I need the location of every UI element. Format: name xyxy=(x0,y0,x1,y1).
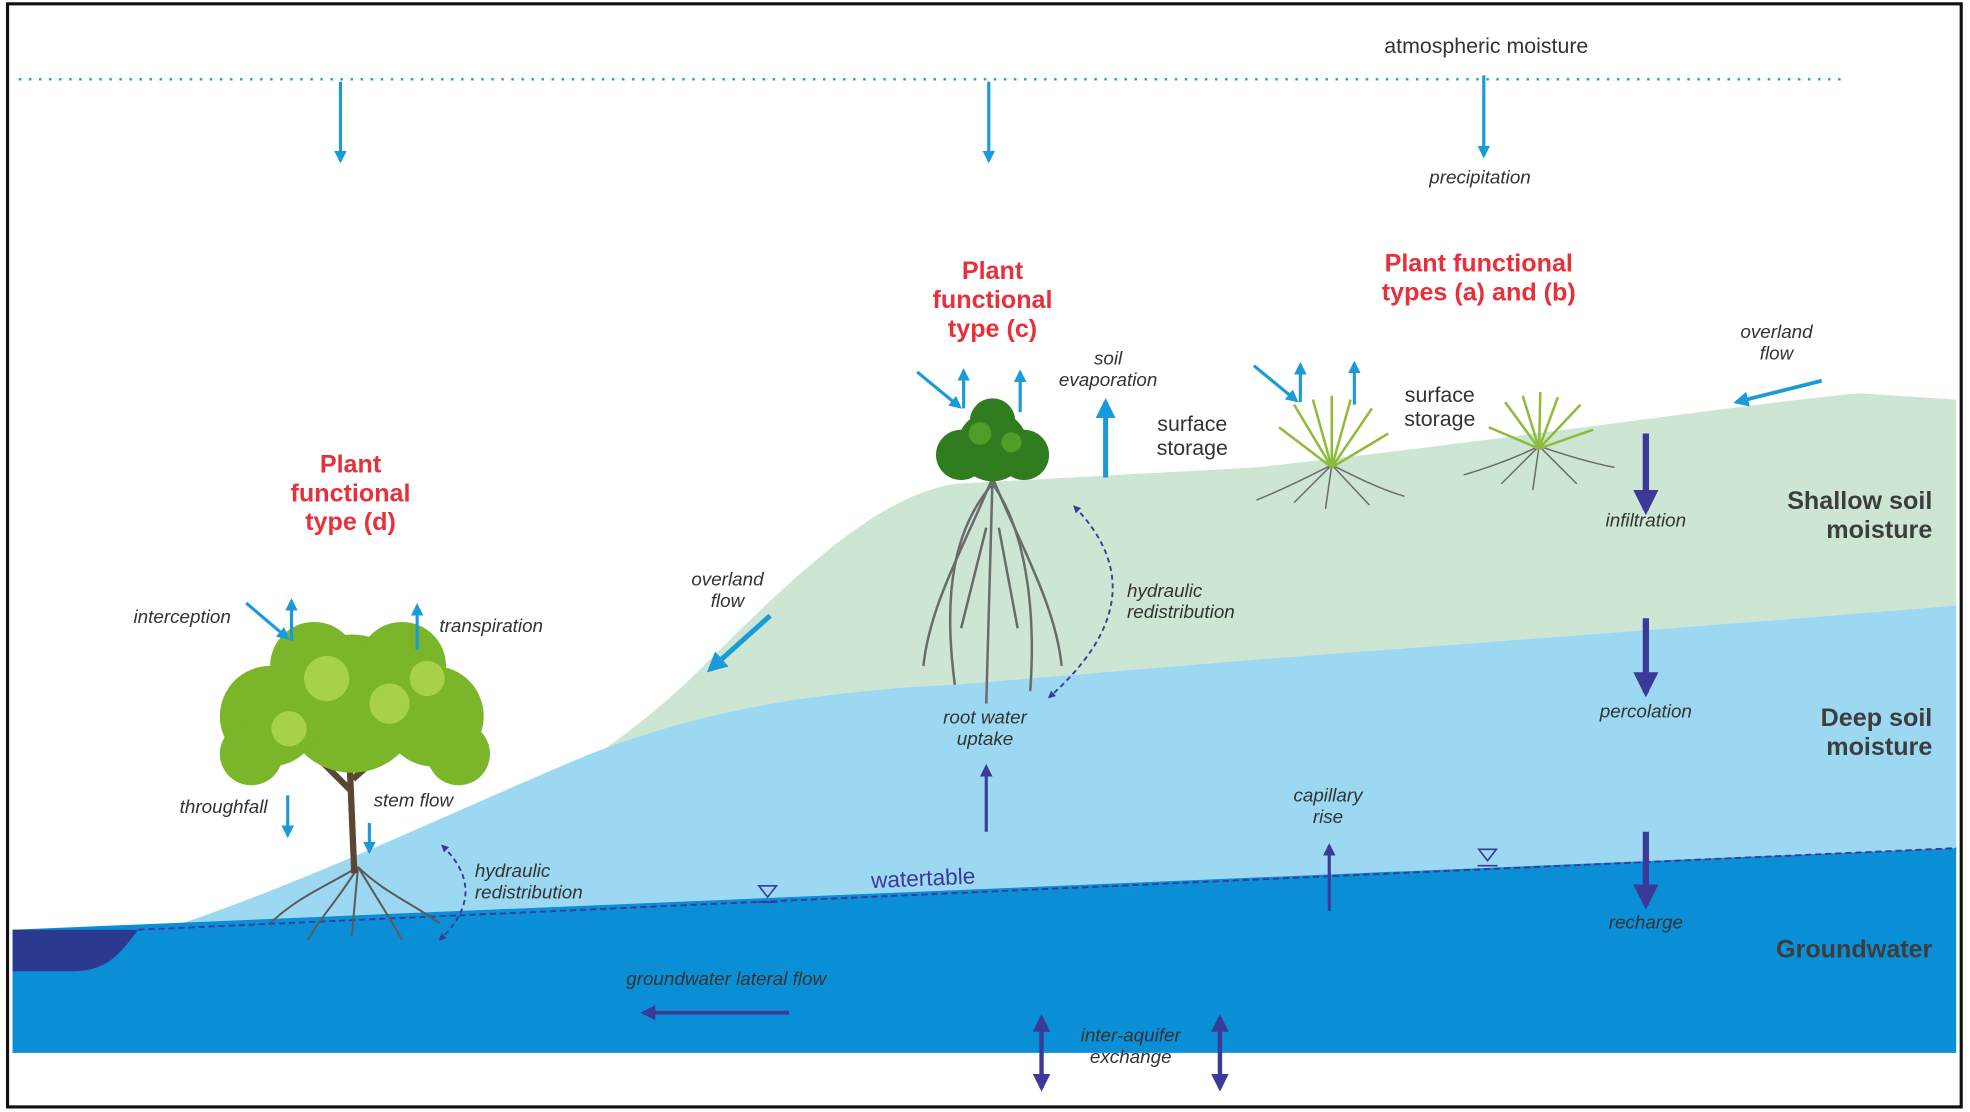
label-line: Plant xyxy=(320,450,382,478)
label-line: hydraulic xyxy=(1127,580,1203,601)
label-line: surface xyxy=(1405,383,1475,407)
process-label: infiltration xyxy=(1606,509,1687,530)
label-line: overland xyxy=(691,569,764,590)
label-line: evaporation xyxy=(1059,369,1157,390)
label-line: storage xyxy=(1157,436,1228,460)
label-line: exchange xyxy=(1090,1046,1172,1067)
page: atmospheric moistureprecipitationPlantfu… xyxy=(0,0,1970,1112)
label-line: moisture xyxy=(1826,516,1932,544)
label-line: root water xyxy=(943,707,1027,728)
label-line: uptake xyxy=(957,728,1014,749)
label-line: redistribution xyxy=(475,881,583,902)
label-line: Deep soil xyxy=(1821,704,1933,732)
zone-label: Groundwater xyxy=(1776,935,1932,963)
process-label: interception xyxy=(134,606,231,627)
process-label: stem flow xyxy=(374,790,455,811)
label-line: storage xyxy=(1404,407,1475,431)
process-label: transpiration xyxy=(439,615,543,636)
process-label: precipitation xyxy=(1428,166,1531,187)
label-line: surface xyxy=(1157,412,1227,436)
label-line: redistribution xyxy=(1127,601,1235,622)
label-line: inter-aquifer xyxy=(1081,1025,1182,1046)
label-line: overland xyxy=(1740,321,1813,342)
label-line: soil xyxy=(1094,347,1123,368)
label-line: capillary xyxy=(1293,785,1364,806)
process-label: recharge xyxy=(1609,912,1683,933)
process-label: throughfall xyxy=(180,796,269,817)
atmosphere-label: atmospheric moisture xyxy=(1384,34,1588,58)
diagram: atmospheric moistureprecipitationPlantfu… xyxy=(0,0,1970,1112)
label-line: type (d) xyxy=(305,508,396,536)
label-line: hydraulic xyxy=(475,860,551,881)
label-line: type (c) xyxy=(948,315,1037,343)
process-label: groundwater lateral flow xyxy=(626,968,827,989)
label-line: rise xyxy=(1313,806,1343,827)
label-line: Plant xyxy=(962,257,1024,285)
label-line: functional xyxy=(933,286,1053,314)
watertable-label: watertable xyxy=(869,864,975,894)
label-line: flow xyxy=(711,590,746,611)
label-line: types (a) and (b) xyxy=(1382,278,1576,306)
label-line: flow xyxy=(1760,342,1795,363)
label-line: functional xyxy=(291,479,411,507)
label-line: Shallow soil xyxy=(1787,487,1932,515)
process-label: percolation xyxy=(1599,700,1692,721)
label-line: moisture xyxy=(1826,733,1932,761)
label-line: Plant functional xyxy=(1385,249,1573,277)
